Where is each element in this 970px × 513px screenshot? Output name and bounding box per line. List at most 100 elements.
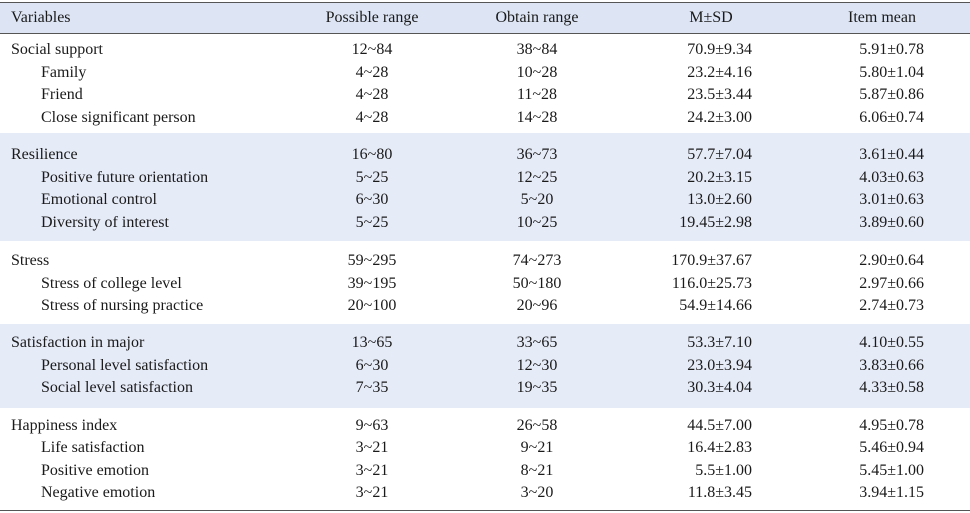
row-label: Resilience: [11, 146, 78, 163]
row-possible-range: 20~100: [347, 297, 397, 314]
row-msd: 53.3±7.10: [687, 334, 752, 351]
row-obtain-range: 38~84: [516, 41, 558, 58]
table-bottom-rule: [0, 510, 970, 511]
row-possible-range: 5~25: [355, 169, 389, 186]
header-obtain-range: Obtain range: [495, 9, 579, 26]
row-item-mean: 4.33±0.58: [859, 379, 924, 396]
row-obtain-range: 26~58: [516, 417, 558, 434]
row-possible-range: 59~295: [347, 252, 397, 269]
row-msd: 170.9±37.67: [671, 252, 752, 269]
row-possible-range: 3~21: [355, 439, 389, 456]
row-item-mean: 3.94±1.15: [859, 484, 924, 501]
table-row: Stress of nursing practice 20~100 20~96 …: [0, 295, 970, 317]
row-item-mean: 3.01±0.63: [859, 191, 924, 208]
row-msd: 70.9±9.34: [687, 41, 752, 58]
row-item-mean: 6.06±0.74: [859, 109, 924, 126]
group-social-support: Social support 12~84 38~84 70.9±9.34 5.9…: [0, 36, 970, 133]
header-variables: Variables: [11, 9, 71, 26]
row-label: Social level satisfaction: [41, 379, 193, 396]
header-msd: M±SD: [689, 9, 733, 26]
row-possible-range: 12~84: [351, 41, 393, 58]
row-obtain-range: 10~28: [516, 64, 558, 81]
group-resilience: Resilience 16~80 36~73 57.7±7.04 3.61±0.…: [0, 133, 970, 241]
row-possible-range: 9~63: [355, 417, 389, 434]
row-possible-range: 39~195: [347, 275, 397, 292]
table-row: Close significant person 4~28 14~28 24.2…: [0, 107, 970, 129]
group-satisfaction-in-major: Satisfaction in major 13~65 33~65 53.3±7…: [0, 324, 970, 408]
table-row: Positive future orientation 5~25 12~25 2…: [0, 167, 970, 189]
row-msd: 19.45±2.98: [679, 214, 752, 231]
table-row: Emotional control 6~30 5~20 13.0±2.60 3.…: [0, 189, 970, 211]
row-possible-range: 5~25: [355, 214, 389, 231]
row-msd: 11.8±3.45: [687, 484, 752, 501]
table-row: Family 4~28 10~28 23.2±4.16 5.80±1.04: [0, 62, 970, 84]
row-msd: 57.7±7.04: [687, 146, 752, 163]
row-item-mean: 5.46±0.94: [859, 439, 924, 456]
row-obtain-range: 14~28: [516, 109, 558, 126]
row-msd: 44.5±7.00: [687, 417, 752, 434]
row-label: Stress of nursing practice: [41, 297, 204, 314]
row-msd: 116.0±25.73: [671, 275, 752, 292]
table-row: Happiness index 9~63 26~58 44.5±7.00 4.9…: [0, 415, 970, 437]
row-possible-range: 3~21: [355, 462, 389, 479]
row-label: Personal level satisfaction: [41, 357, 209, 374]
row-possible-range: 6~30: [355, 357, 389, 374]
row-obtain-range: 19~35: [516, 379, 558, 396]
table-row: Social level satisfaction 7~35 19~35 30.…: [0, 377, 970, 399]
row-possible-range: 16~80: [351, 146, 393, 163]
row-possible-range: 3~21: [355, 484, 389, 501]
row-msd: 16.4±2.83: [687, 439, 752, 456]
table-row: Life satisfaction 3~21 9~21 16.4±2.83 5.…: [0, 437, 970, 459]
row-label: Positive emotion: [41, 462, 149, 479]
group-stress: Stress 59~295 74~273 170.9±37.67 2.90±0.…: [0, 241, 970, 324]
group-happiness-index: Happiness index 9~63 26~58 44.5±7.00 4.9…: [0, 408, 970, 510]
table-row: Satisfaction in major 13~65 33~65 53.3±7…: [0, 332, 970, 354]
table-row: Stress of college level 39~195 50~180 11…: [0, 273, 970, 295]
row-msd: 54.9±14.66: [679, 297, 752, 314]
row-possible-range: 4~28: [355, 109, 389, 126]
row-label: Positive future orientation: [41, 169, 209, 186]
row-possible-range: 4~28: [355, 64, 389, 81]
row-item-mean: 4.03±0.63: [859, 169, 924, 186]
table-row: Stress 59~295 74~273 170.9±37.67 2.90±0.…: [0, 250, 970, 272]
row-msd: 23.2±4.16: [687, 64, 752, 81]
row-obtain-range: 12~25: [516, 169, 558, 186]
row-label: Happiness index: [11, 417, 118, 434]
row-obtain-range: 50~180: [512, 275, 562, 292]
row-obtain-range: 5~20: [520, 191, 554, 208]
row-item-mean: 5.91±0.78: [859, 41, 924, 58]
row-label: Family: [41, 64, 87, 81]
row-possible-range: 7~35: [355, 379, 389, 396]
table-row: Social support 12~84 38~84 70.9±9.34 5.9…: [0, 39, 970, 61]
row-label: Social support: [11, 41, 103, 58]
row-item-mean: 3.89±0.60: [859, 214, 924, 231]
row-obtain-range: 9~21: [520, 439, 554, 456]
header-item-mean: Item mean: [848, 9, 916, 26]
row-item-mean: 4.95±0.78: [859, 417, 924, 434]
row-obtain-range: 74~273: [512, 252, 562, 269]
row-label: Negative emotion: [41, 484, 156, 501]
row-obtain-range: 36~73: [516, 146, 558, 163]
table-row: Friend 4~28 11~28 23.5±3.44 5.87±0.86: [0, 84, 970, 106]
row-obtain-range: 3~20: [520, 484, 554, 501]
row-msd: 23.5±3.44: [687, 86, 752, 103]
row-item-mean: 5.87±0.86: [859, 86, 924, 103]
row-label: Friend: [41, 86, 83, 103]
row-possible-range: 6~30: [355, 191, 389, 208]
row-msd: 20.2±3.15: [687, 169, 752, 186]
table-row: Personal level satisfaction 6~30 12~30 2…: [0, 355, 970, 377]
row-item-mean: 2.90±0.64: [859, 252, 924, 269]
row-item-mean: 3.61±0.44: [859, 146, 924, 163]
row-msd: 24.2±3.00: [687, 109, 752, 126]
header-possible-range: Possible range: [325, 9, 419, 26]
row-label: Life satisfaction: [41, 439, 145, 456]
row-label: Close significant person: [41, 109, 196, 126]
row-possible-range: 13~65: [351, 334, 393, 351]
row-item-mean: 5.45±1.00: [859, 462, 924, 479]
row-item-mean: 4.10±0.55: [859, 334, 924, 351]
table-header: Variables Possible range Obtain range M±…: [0, 2, 970, 34]
row-label: Stress of college level: [41, 275, 182, 292]
row-obtain-range: 12~30: [516, 357, 558, 374]
row-obtain-range: 20~96: [516, 297, 558, 314]
